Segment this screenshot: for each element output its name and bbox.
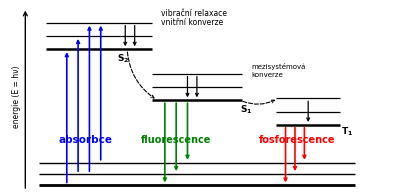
Text: fosforescence: fosforescence <box>258 135 335 145</box>
Text: mezisystémová
konverze: mezisystémová konverze <box>252 63 306 78</box>
Text: $\bf{S_2}$: $\bf{S_2}$ <box>117 53 129 65</box>
Text: $\bf{S_1}$: $\bf{S_1}$ <box>240 103 253 116</box>
Text: $\bf{T_1}$: $\bf{T_1}$ <box>341 126 353 138</box>
Text: vibrační relaxace: vibrační relaxace <box>161 9 227 18</box>
Text: absorbce: absorbce <box>59 135 113 145</box>
Text: vnitřní konverze: vnitřní konverze <box>161 19 224 27</box>
Text: fluorescence: fluorescence <box>141 135 211 145</box>
Text: energie (E = hν): energie (E = hν) <box>12 65 21 128</box>
